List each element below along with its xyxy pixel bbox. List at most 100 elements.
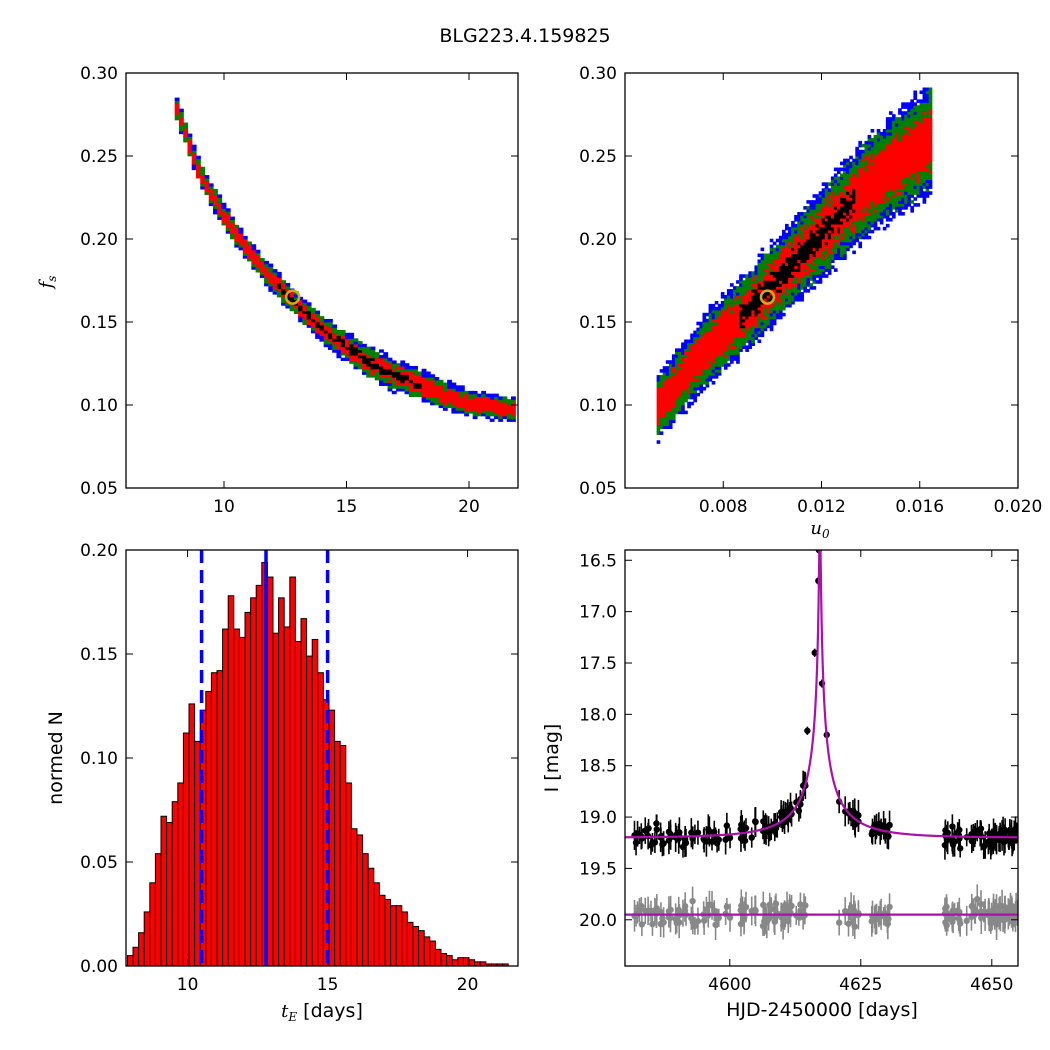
te-fs-cell <box>400 368 406 373</box>
u0-fs-cell <box>885 123 890 127</box>
residual-point <box>675 919 683 926</box>
te-fs-cell <box>174 111 180 115</box>
te-histogram-xtick-label: 20 <box>457 975 479 995</box>
te-fs-cell <box>315 335 321 339</box>
u0-fs-cell <box>751 303 756 308</box>
histogram-bar <box>434 948 442 967</box>
u0-fs-cell <box>858 161 863 166</box>
u0-fs-cell <box>708 339 713 344</box>
u0-fs-cell <box>840 179 844 183</box>
u0-fs-cell <box>772 262 777 266</box>
u0-fs-cell <box>901 188 905 192</box>
u0-fs-cell <box>745 339 749 344</box>
te-fs-xtick-label: 15 <box>336 497 358 517</box>
u0-fs-cell <box>855 226 859 231</box>
te-fs-cell <box>383 379 389 384</box>
u0-fs-cell <box>864 170 869 175</box>
te-fs-cell <box>510 404 516 409</box>
u0-fs-cell <box>809 256 814 261</box>
u0-fs-cell <box>656 440 661 444</box>
te-fs-cell <box>362 360 367 364</box>
u0-fs-cell <box>751 339 756 344</box>
u0-fs-cell <box>803 226 808 231</box>
residual-point <box>726 914 734 921</box>
u0-fs-cell <box>699 369 704 373</box>
u0-fs-cell <box>733 324 737 329</box>
u0-fs-cell <box>928 102 933 106</box>
histogram-bar <box>334 740 341 967</box>
te-fs-cell <box>421 396 427 400</box>
u0-fs-cell <box>736 318 740 323</box>
te-fs-cell <box>336 335 342 339</box>
u0-fs-cell <box>668 416 673 421</box>
u0-fs-cell <box>788 229 792 234</box>
u0-fs-cell <box>891 155 896 160</box>
histogram-bar <box>395 905 403 967</box>
u0-fs-cell <box>745 295 749 299</box>
u0-fs-cell <box>775 265 780 269</box>
u0-fs-cell <box>864 173 869 178</box>
u0-fs-cell <box>861 209 866 213</box>
u0-fs-cell <box>684 386 688 391</box>
u0-fs-cell <box>781 295 786 299</box>
u0-fs-cell <box>864 182 869 186</box>
u0-fs-cell <box>769 286 774 290</box>
u0-fs-cell <box>711 309 716 314</box>
u0-fs-cell <box>690 375 694 379</box>
u0-fs-cell <box>876 179 881 183</box>
u0-fs-cell <box>785 268 789 272</box>
u0-fs-cell <box>794 283 798 287</box>
u0-fs-cell <box>729 297 734 302</box>
u0-fs-cell <box>891 179 896 183</box>
u0-fs-cell <box>742 306 746 311</box>
u0-fs-cell <box>895 146 899 151</box>
u0-fs-cell <box>858 152 863 157</box>
u0-fs-cell <box>794 256 798 261</box>
u0-fs-cell <box>861 188 866 192</box>
u0-fs-cell <box>907 164 911 169</box>
u0-fs-cell <box>678 392 682 397</box>
u0-fs-cell <box>904 191 908 195</box>
te-fs-cell <box>417 393 423 397</box>
u0-fs-cell <box>858 217 863 222</box>
u0-fs-cell <box>745 286 749 290</box>
u0-fs-cell <box>882 131 887 136</box>
u0-fs-cell <box>809 203 814 207</box>
u0-fs-cell <box>665 419 670 424</box>
te-fs-cell <box>310 321 316 326</box>
u0-fs-cell <box>910 158 914 163</box>
u0-fs-cell <box>864 164 869 169</box>
u0-fs-cell <box>711 330 716 335</box>
u0-fs-cell <box>754 280 759 284</box>
u0-fs-cell <box>726 289 731 293</box>
u0-fs-cell <box>916 152 921 157</box>
u0-fs-cell <box>720 357 725 361</box>
u0-fs-cell <box>690 363 694 367</box>
u0-fs-cell <box>898 123 902 127</box>
u0-fs-cell <box>726 300 731 305</box>
u0-fs-cell <box>864 203 869 207</box>
u0-fs-cell <box>794 229 798 234</box>
te-fs-cell <box>387 371 393 375</box>
u0-fs-cell <box>898 179 902 183</box>
u0-fs-cell <box>720 292 725 296</box>
residual-point <box>835 919 843 926</box>
u0-fs-cell <box>858 229 863 234</box>
u0-fs-cell <box>656 395 661 400</box>
u0-fs-cell <box>733 351 737 355</box>
u0-fs-cell <box>757 321 762 326</box>
te-fs-cell <box>221 213 227 218</box>
te-fs-cell <box>370 374 376 378</box>
te-fs-cell <box>310 313 316 317</box>
u0-fs-cell <box>824 206 829 210</box>
u0-fs-cell <box>687 360 691 364</box>
u0-fs-cell <box>788 283 792 287</box>
u0-fs-cell <box>760 259 765 264</box>
u0-fs-cell <box>846 214 850 219</box>
te-fs-cell <box>391 368 397 373</box>
u0-fs-cell <box>785 280 789 284</box>
te-fs-cell <box>413 393 418 397</box>
u0-fs-cell <box>873 220 878 225</box>
u0-fs-cell <box>788 303 792 308</box>
u0-fs-cell <box>733 289 737 293</box>
